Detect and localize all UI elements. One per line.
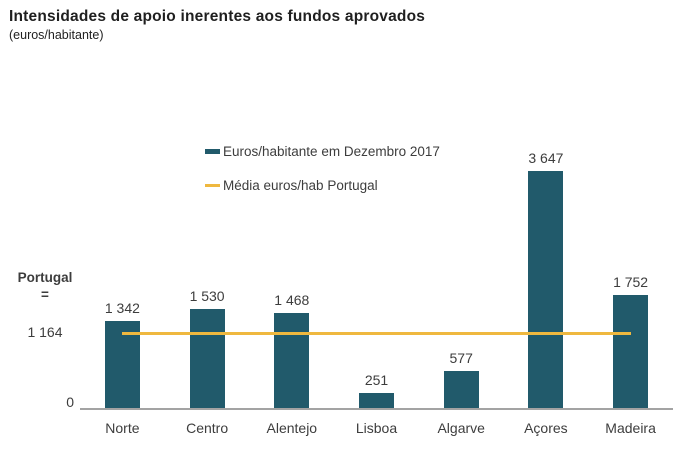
value-label-alentejo: 1 468 [274, 292, 310, 308]
category-label-madeira: Madeira [605, 420, 656, 436]
equals-annotation-label: = [41, 287, 49, 302]
value-label-madeira: 1 752 [613, 274, 649, 290]
zero-tick-label: 0 [66, 394, 74, 410]
category-label-centro: Centro [186, 420, 229, 436]
legend-label-line: Média euros/hab Portugal [223, 178, 378, 193]
bar-series-swatch-icon [205, 149, 220, 154]
chart-title: Intensidades de apoio inerentes aos fund… [9, 8, 426, 25]
value-label-acores: 3 647 [528, 150, 564, 166]
bar-lisboa [359, 393, 394, 409]
line-series-swatch-icon [205, 184, 220, 187]
legend-item-bars: Euros/habitante em Dezembro 2017 [205, 144, 440, 159]
category-label-algarve: Algarve [437, 420, 485, 436]
legend-item-line: Média euros/hab Portugal [205, 178, 378, 193]
legend-label-bars: Euros/habitante em Dezembro 2017 [223, 144, 440, 159]
bar-madeira [613, 295, 649, 409]
category-label-acores: Açores [524, 420, 568, 436]
bar-alentejo [274, 313, 310, 409]
value-label-norte: 1 342 [104, 300, 140, 316]
category-label-lisboa: Lisboa [355, 420, 398, 436]
mean-value-annotation-label: 1 164 [27, 324, 63, 340]
category-label-alentejo: Alentejo [266, 420, 318, 436]
value-label-lisboa: 251 [364, 372, 389, 388]
mean-line [122, 331, 631, 335]
value-label-algarve: 577 [449, 350, 473, 366]
bar-acores [528, 171, 564, 409]
category-label-norte: Norte [105, 420, 140, 436]
x-axis-line [80, 408, 673, 410]
bar-algarve [443, 371, 479, 409]
bar-norte [104, 321, 140, 409]
chart-subtitle: (euros/habitante) [9, 28, 104, 42]
bar-centro [189, 309, 225, 409]
portugal-annotation-label: Portugal [17, 270, 73, 285]
value-label-centro: 1 530 [189, 288, 225, 304]
